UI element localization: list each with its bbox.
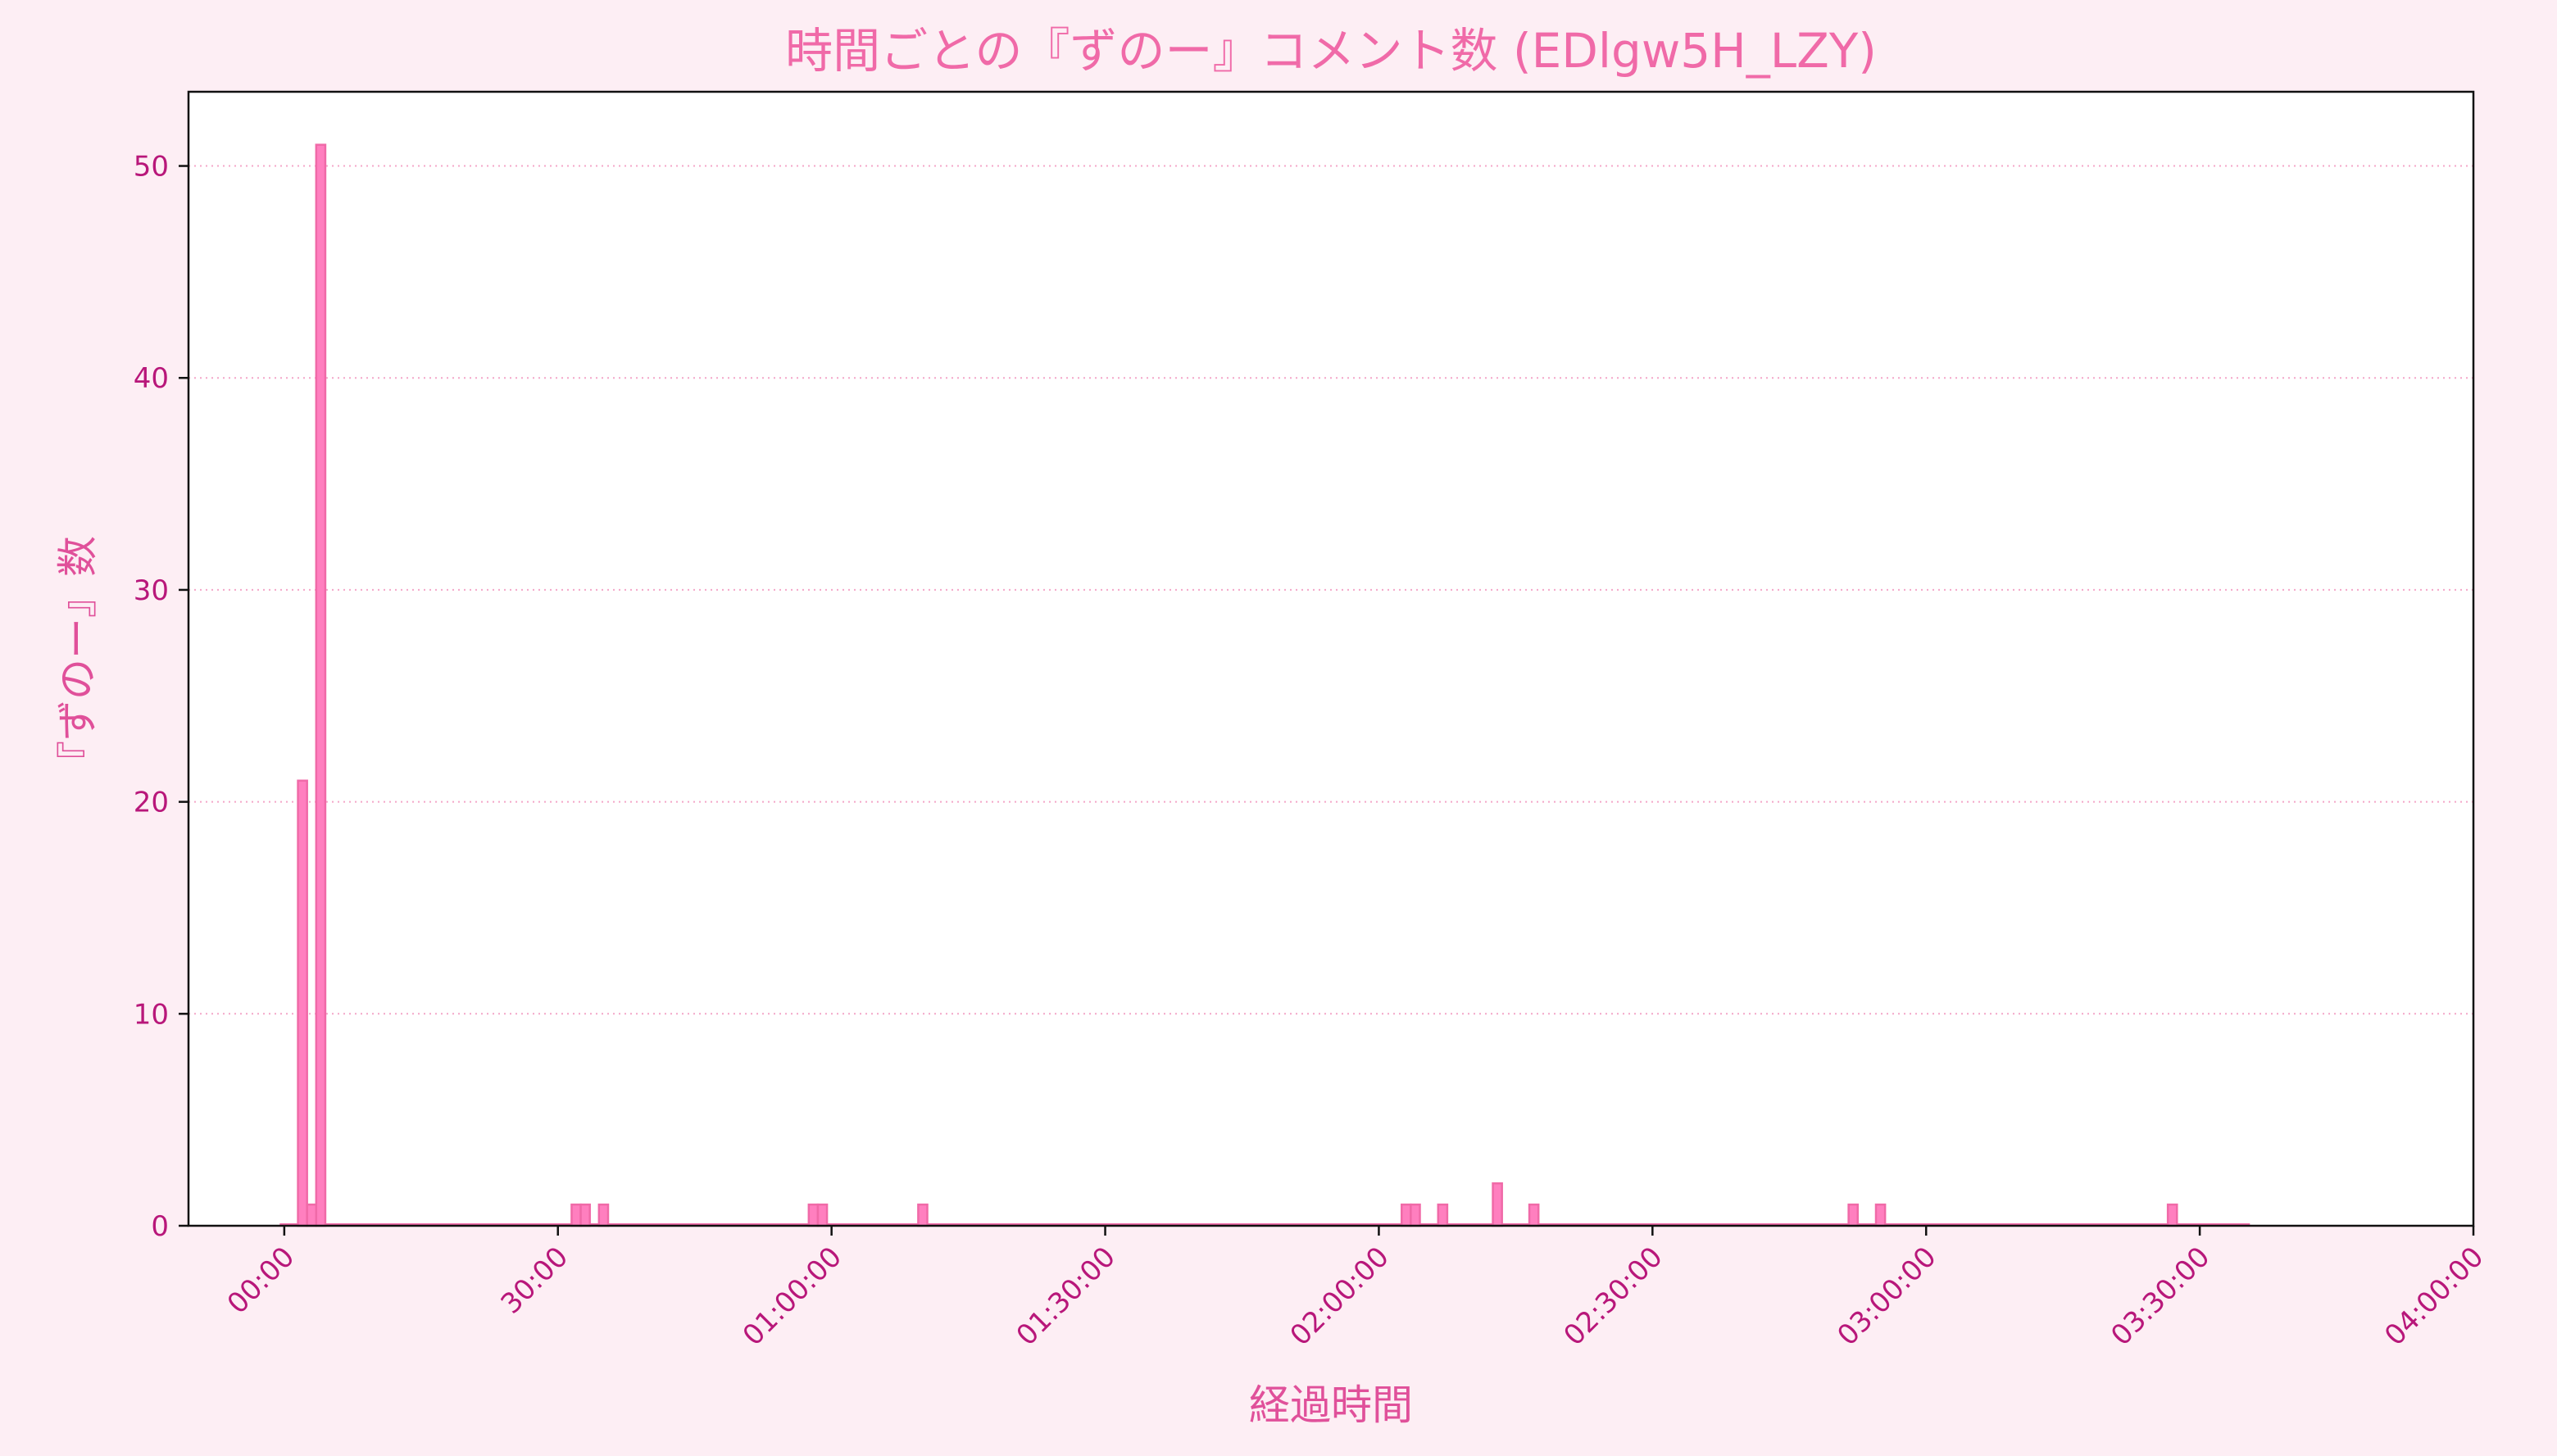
grid-lines	[188, 165, 2473, 1015]
y-tick-label-0: 0	[151, 1210, 169, 1243]
bar-5	[597, 1203, 610, 1227]
bar-9	[1401, 1203, 1412, 1227]
plot-frame	[187, 90, 2475, 1227]
bar-10	[1410, 1203, 1421, 1227]
bar-7	[816, 1203, 829, 1227]
y-tick-label-20: 20	[134, 787, 169, 819]
bar-1	[306, 1203, 318, 1227]
bar-4	[579, 1203, 591, 1227]
bar-6	[807, 1203, 820, 1227]
chart-title: 時間ごとの『ずのー』コメント数 (EDlgw5H_LZY)	[785, 23, 1877, 79]
bar-11	[1437, 1203, 1449, 1227]
y-tick-label-10: 10	[134, 998, 169, 1031]
y-tick-label-40: 40	[134, 362, 169, 395]
plot-area	[188, 92, 2473, 1226]
bar-3	[570, 1203, 582, 1227]
bar-15	[1874, 1203, 1887, 1227]
bar-13	[1528, 1203, 1540, 1227]
bar-8	[917, 1203, 929, 1227]
x-axis-label: 経過時間	[1249, 1381, 1413, 1429]
bar-0	[297, 779, 308, 1227]
y-axis-label: 『ずのー』数	[54, 536, 102, 782]
bar-12	[1492, 1182, 1503, 1227]
bar-2	[315, 143, 327, 1227]
bar-14	[1847, 1203, 1859, 1227]
y-tick-label-50: 50	[134, 151, 169, 184]
bar-16	[2166, 1203, 2178, 1227]
y-tick-label-30: 30	[134, 574, 169, 607]
bars	[279, 143, 2250, 1227]
y-axis: 0 10 20 30 40 50	[134, 151, 188, 1243]
